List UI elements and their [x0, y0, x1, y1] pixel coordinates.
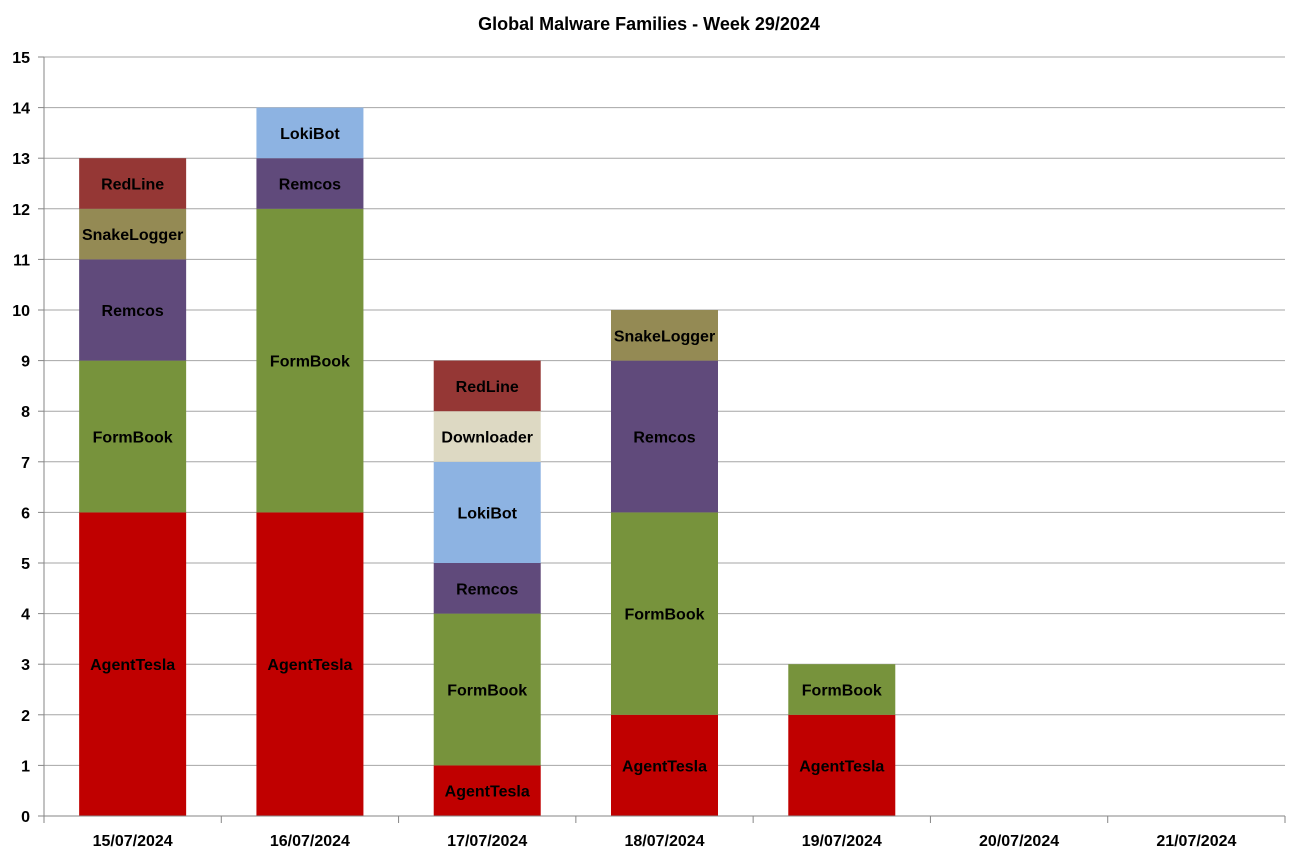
- bar-segment-agenttesla: [433, 765, 541, 816]
- bar-segment-downloader: [433, 411, 541, 462]
- bar-segment-label-remcos: Remcos: [633, 430, 695, 447]
- bar-segment-label-formbook: FormBook: [447, 683, 527, 700]
- bar-segment-label-redline: RedLine: [456, 379, 519, 396]
- bar-segment-snakelogger: [79, 208, 187, 260]
- bar-segment-remcos: [611, 360, 718, 513]
- bars: AgentTesla FormBook Remcos SnakeLogger RedLi…: [79, 107, 896, 816]
- bar-segment-label-snakelogger: SnakeLogger: [614, 328, 715, 345]
- bar-segment-label-remcos: Remcos: [102, 303, 164, 320]
- bar-segment-label-agenttesla: AgentTesla: [799, 758, 884, 775]
- bar-segment-label-agenttesla: AgentTesla: [90, 657, 175, 674]
- y-tick-label: 4: [21, 607, 30, 624]
- bar-segment-formbook: [611, 512, 718, 715]
- x-tick-label: 15/07/2024: [93, 833, 173, 850]
- bar-segment-label-agenttesla: AgentTesla: [445, 784, 530, 801]
- y-tick-label: 10: [12, 303, 30, 320]
- y-tick-label: 1: [21, 758, 30, 775]
- bar-segment-snakelogger: [611, 310, 718, 361]
- bar-segment-lokibot: [433, 461, 541, 563]
- y-tick-label: 13: [12, 151, 30, 168]
- bar-segment-redline: [433, 360, 541, 412]
- bar-segment-label-remcos: Remcos: [279, 177, 341, 194]
- bar-segment-formbook: [433, 613, 541, 766]
- x-tick-label: 17/07/2024: [447, 833, 527, 850]
- y-tick-label: 2: [21, 708, 30, 725]
- x-tick-label: 21/07/2024: [1156, 833, 1236, 850]
- y-tick-label: 11: [13, 252, 30, 269]
- bar-segment-label-lokibot: LokiBot: [457, 505, 517, 522]
- bar-segment-remcos: [79, 259, 187, 361]
- bar-segment-formbook: [256, 208, 364, 513]
- bar-segment-label-formbook: FormBook: [802, 683, 882, 700]
- bar-segment-label-agenttesla: AgentTesla: [267, 657, 352, 674]
- bar-segment-agenttesla: [788, 714, 896, 816]
- x-tick-label: 18/07/2024: [624, 833, 704, 850]
- y-tick-label: 9: [21, 354, 30, 371]
- bar-segment-agenttesla: [256, 512, 364, 816]
- bar-segment-label-remcos: Remcos: [456, 581, 518, 598]
- bar-segment-remcos: [433, 563, 541, 614]
- y-tick-label: 0: [21, 809, 30, 826]
- y-tick-label: 8: [21, 404, 30, 421]
- bar-segment-label-redline: RedLine: [101, 177, 164, 194]
- y-tick-label: 5: [21, 556, 30, 573]
- bar-segment-redline: [79, 158, 187, 209]
- y-tick-label: 12: [12, 202, 30, 219]
- bar-segment-formbook: [788, 664, 896, 715]
- x-tick-label: 19/07/2024: [802, 833, 882, 850]
- bar-segment-label-formbook: FormBook: [625, 607, 705, 624]
- chart-title: Global Malware Families - Week 29/2024: [478, 14, 820, 34]
- y-tick-label: 6: [21, 505, 30, 522]
- bar-segment-formbook: [79, 360, 187, 513]
- bar-segment-label-formbook: FormBook: [270, 354, 350, 371]
- bar-segment-label-snakelogger: SnakeLogger: [82, 227, 183, 244]
- bar-segment-lokibot: [256, 107, 364, 159]
- x-tick-label: 16/07/2024: [270, 833, 350, 850]
- y-tick-label: 14: [12, 101, 30, 118]
- bar-segment-agenttesla: [611, 714, 718, 816]
- y-tick-label: 15: [12, 50, 30, 67]
- y-tick-label: 3: [21, 657, 30, 674]
- bar-segment-label-downloader: Downloader: [441, 430, 533, 447]
- bar-segment-agenttesla: [79, 512, 187, 816]
- bar-segment-label-formbook: FormBook: [93, 430, 173, 447]
- bar-segment-label-agenttesla: AgentTesla: [622, 758, 707, 775]
- bar-segment-label-lokibot: LokiBot: [280, 126, 340, 143]
- x-tick-label: 20/07/2024: [979, 833, 1059, 850]
- bar-segment-remcos: [256, 158, 364, 209]
- y-tick-label: 7: [21, 455, 30, 472]
